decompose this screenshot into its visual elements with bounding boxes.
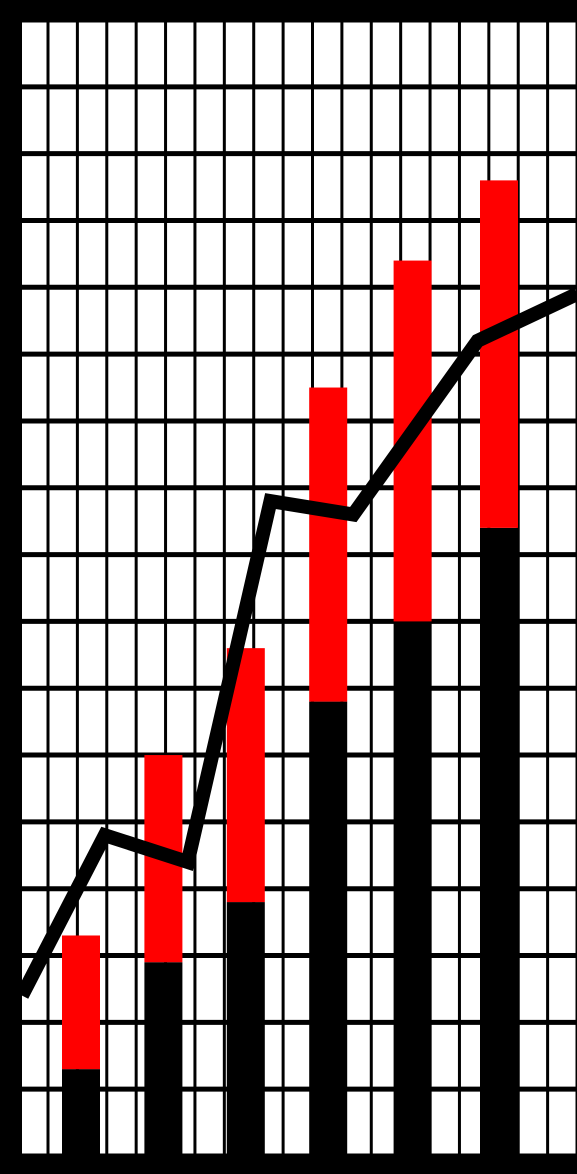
bar-segment-top <box>309 387 348 702</box>
bar-segment-bottom <box>309 701 348 1156</box>
frame-bottom <box>0 1156 577 1174</box>
bar-segment-bottom <box>393 621 432 1156</box>
bar-segment-bottom <box>226 902 265 1156</box>
trend-line <box>15 287 577 999</box>
frame-top <box>0 0 577 20</box>
bar-segment-top <box>62 935 100 1070</box>
bar-segment-top <box>480 180 518 528</box>
bar-segment-bottom <box>62 1069 100 1156</box>
frame-left <box>0 0 22 1174</box>
bar-segment-bottom <box>480 527 518 1156</box>
bar-segment-bottom <box>144 962 183 1156</box>
line-layer <box>15 287 577 999</box>
